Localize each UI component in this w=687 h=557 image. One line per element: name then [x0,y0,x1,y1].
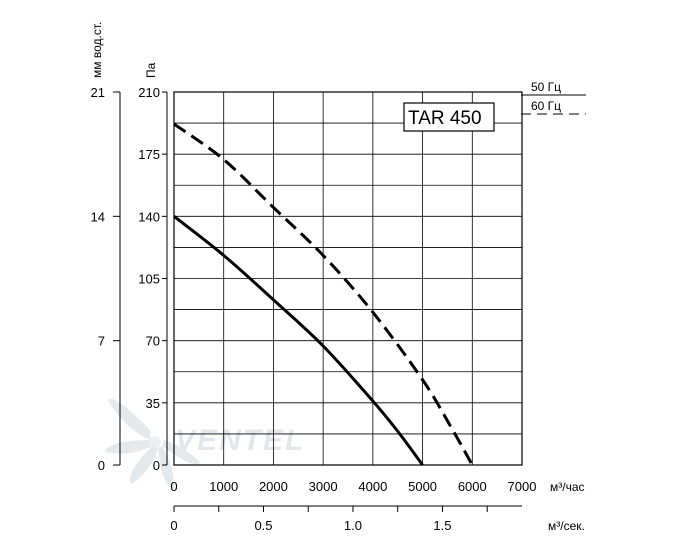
x-tick-label: 5000 [408,479,437,494]
plot-frame [173,91,523,466]
y2-tick-label-mm: 14 [91,209,105,224]
y2-tick-label-mm: 21 [91,85,105,100]
x-tick-label: 1000 [209,479,238,494]
x-tick-label: 7000 [508,479,537,494]
legend-label: 60 Гц [531,99,561,113]
y2-tick-label-mm: 0 [98,458,105,473]
x-tick-label: 2000 [259,479,288,494]
curve-50hz [173,215,424,466]
x-axis-title: м³/час [550,480,585,494]
y-tick-label-pa: 210 [138,85,160,100]
y-tick-label-pa: 105 [138,272,160,287]
x2-axis-title: м³/сек. [548,519,585,533]
x2-tick-label: 0 [170,518,177,533]
curves [173,122,474,466]
curve-60hz [173,122,474,466]
x-tick-label: 3000 [309,479,338,494]
watermark-logo: VENTEL [105,398,305,489]
x-tick-label: 4000 [358,479,387,494]
y-tick-label-pa: 175 [138,147,160,162]
y2-tick-label-mm: 7 [98,334,105,349]
axes: 0 35 70 105 140 175 210 Па 0 7 14 21 мм вод.ст. 0 1000… [90,22,585,533]
y-tick-label-pa: 70 [146,334,160,349]
grid [173,91,523,466]
y-tick-label-pa: 0 [153,458,160,473]
fan-blade-icon [105,398,200,489]
watermark-text: VENTEL [175,424,305,457]
x-tick-label: 6000 [458,479,487,494]
legend: 50 Гц 60 Гц [521,80,586,115]
x2-tick-label: 1.5 [433,518,451,533]
y2-axis-title-mm: мм вод.ст. [90,22,104,78]
y-tick-label-pa: 35 [146,396,160,411]
x2-tick-label: 1.0 [344,518,362,533]
legend-label: 50 Гц [531,80,561,94]
y-axis-title-pa: Па [144,62,158,78]
model-label-box: TAR 450 [403,102,495,132]
x2-tick-label: 0.5 [254,518,272,533]
x-tick-label: 0 [170,479,177,494]
plot-border [173,91,523,466]
model-label: TAR 450 [408,108,482,129]
y-tick-label-pa: 140 [138,209,160,224]
